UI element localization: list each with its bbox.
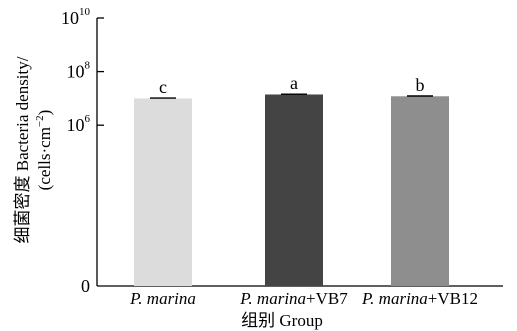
bar [265, 94, 323, 287]
y-tick-base: 0 [81, 276, 90, 296]
y-tick-exponent: 10 [79, 6, 91, 18]
significance-label: b [416, 75, 425, 95]
bar [134, 98, 192, 287]
y-axis-title-line1: 细菌密度 Bacteria density/ [13, 56, 32, 243]
y-tick-exponent: 8 [85, 60, 91, 72]
bar [391, 96, 449, 286]
x-axis-title: 组别 Group [241, 311, 323, 330]
y-axis-unit-prefix: (cells·cm [35, 127, 54, 190]
y-tick-label: 106 [67, 113, 91, 135]
y-tick-label: 108 [67, 60, 91, 82]
y-tick-label: 1010 [61, 6, 91, 28]
y-axis-unit-exponent: −2 [34, 115, 46, 127]
y-tick-exponent: 6 [85, 113, 91, 125]
y-axis-unit-suffix: ) [35, 110, 54, 116]
x-tick-label-suffix: +VB7 [306, 289, 348, 308]
x-tick-label: P. marina+VB12 [361, 289, 478, 308]
y-axis-title: 细菌密度 Bacteria density/ (cells·cm−2) [13, 56, 54, 243]
y-tick-base: 10 [67, 62, 85, 82]
x-tick-label-species: P. marina [361, 289, 428, 308]
x-tick-label-suffix: +VB12 [428, 289, 478, 308]
x-tick-label: P. marina+VB7 [239, 289, 348, 308]
x-tick-label-species: P. marina [239, 289, 306, 308]
y-tick-base: 10 [67, 115, 85, 135]
x-tick-label: P. marina [129, 289, 196, 308]
significance-label: c [159, 77, 167, 97]
y-tick-label: 0 [81, 276, 90, 296]
significance-label: a [290, 73, 298, 93]
y-axis-title-line2: (cells·cm−2) [34, 110, 54, 191]
x-tick-label-species: P. marina [129, 289, 196, 308]
y-tick-base: 10 [61, 8, 79, 28]
